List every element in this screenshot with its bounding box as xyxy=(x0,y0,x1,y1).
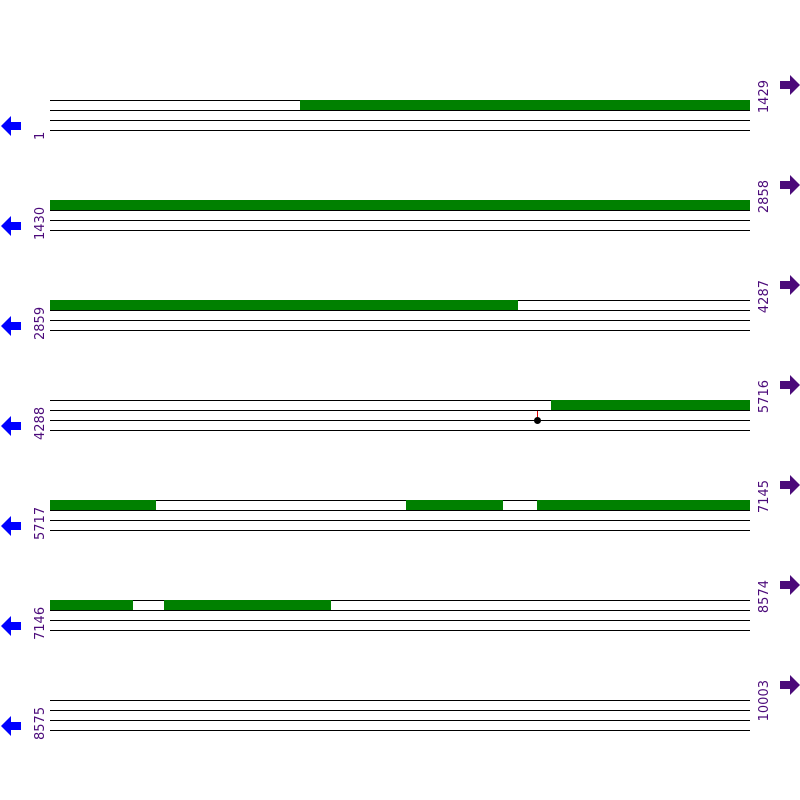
marker-dot[interactable] xyxy=(533,417,541,424)
feature-segment[interactable] xyxy=(50,300,519,310)
feature-segment[interactable] xyxy=(50,500,157,510)
arrow-right-icon[interactable] xyxy=(779,474,800,496)
strand-line xyxy=(50,520,750,521)
sequence-row: 2859 4287 xyxy=(0,275,800,380)
strand-line xyxy=(50,220,750,221)
arrow-right-icon[interactable] xyxy=(779,174,800,196)
arrow-left-icon[interactable] xyxy=(0,615,22,637)
strand-line xyxy=(50,710,750,711)
row-start-label: 7146 xyxy=(33,606,48,640)
arrow-right-icon[interactable] xyxy=(779,674,800,696)
feature-segment[interactable] xyxy=(406,500,503,510)
row-end-label: 7145 xyxy=(757,480,772,514)
row-end-label: 8574 xyxy=(757,580,772,614)
row-end-label: 4287 xyxy=(757,280,772,314)
sequence-row: 4288 5716 xyxy=(0,375,800,480)
feature-segment[interactable] xyxy=(50,200,750,210)
arrow-left-icon[interactable] xyxy=(0,215,22,237)
arrow-right-icon[interactable] xyxy=(779,274,800,296)
arrow-left-icon[interactable] xyxy=(0,715,22,737)
arrow-left-icon[interactable] xyxy=(0,415,22,437)
strand-line xyxy=(50,500,750,501)
row-start-label: 2859 xyxy=(33,306,48,340)
sequence-row: 8575 10003 xyxy=(0,675,800,780)
strand-line xyxy=(50,530,750,531)
sequence-row: 7146 8574 xyxy=(0,575,800,680)
arrow-right-icon[interactable] xyxy=(779,574,800,596)
strand-line xyxy=(50,700,750,701)
arrow-left-icon[interactable] xyxy=(0,515,22,537)
strand-line xyxy=(50,730,750,731)
arrow-right-icon[interactable] xyxy=(779,374,800,396)
strand-line xyxy=(50,610,750,611)
feature-segment[interactable] xyxy=(164,600,331,610)
row-start-label: 5717 xyxy=(33,506,48,540)
arrow-right-icon[interactable] xyxy=(779,74,800,96)
feature-segment[interactable] xyxy=(537,500,750,510)
strand-line xyxy=(50,720,750,721)
row-end-label: 2858 xyxy=(757,180,772,214)
row-end-label: 5716 xyxy=(757,380,772,414)
strand-line xyxy=(50,430,750,431)
strand-line xyxy=(50,510,750,511)
marker-stem xyxy=(536,411,538,420)
strand-line xyxy=(50,410,750,411)
feature-segment[interactable] xyxy=(551,400,750,410)
strand-line xyxy=(50,600,750,601)
feature-segment[interactable] xyxy=(299,100,750,110)
strand-line xyxy=(50,210,750,211)
strand-line xyxy=(50,400,750,401)
strand-line xyxy=(50,330,750,331)
strand-line xyxy=(50,420,750,421)
strand-line xyxy=(50,130,750,131)
strand-line xyxy=(50,320,750,321)
strand-line xyxy=(50,110,750,111)
row-start-label: 1 xyxy=(33,131,48,140)
arrow-left-icon[interactable] xyxy=(0,315,22,337)
sequence-row: 1 1429 xyxy=(0,75,800,180)
strand-line xyxy=(50,620,750,621)
sequence-row: 1430 2858 xyxy=(0,175,800,280)
sequence-row: 5717 7145 xyxy=(0,475,800,580)
row-start-label: 8575 xyxy=(33,706,48,740)
strand-line xyxy=(50,230,750,231)
strand-line xyxy=(50,120,750,121)
strand-line xyxy=(50,310,750,311)
strand-line xyxy=(50,630,750,631)
row-end-label: 10003 xyxy=(757,680,772,722)
arrow-left-icon[interactable] xyxy=(0,115,22,137)
row-end-label: 1429 xyxy=(757,80,772,114)
row-start-label: 4288 xyxy=(33,406,48,440)
row-start-label: 1430 xyxy=(33,206,48,240)
feature-segment[interactable] xyxy=(50,600,134,610)
